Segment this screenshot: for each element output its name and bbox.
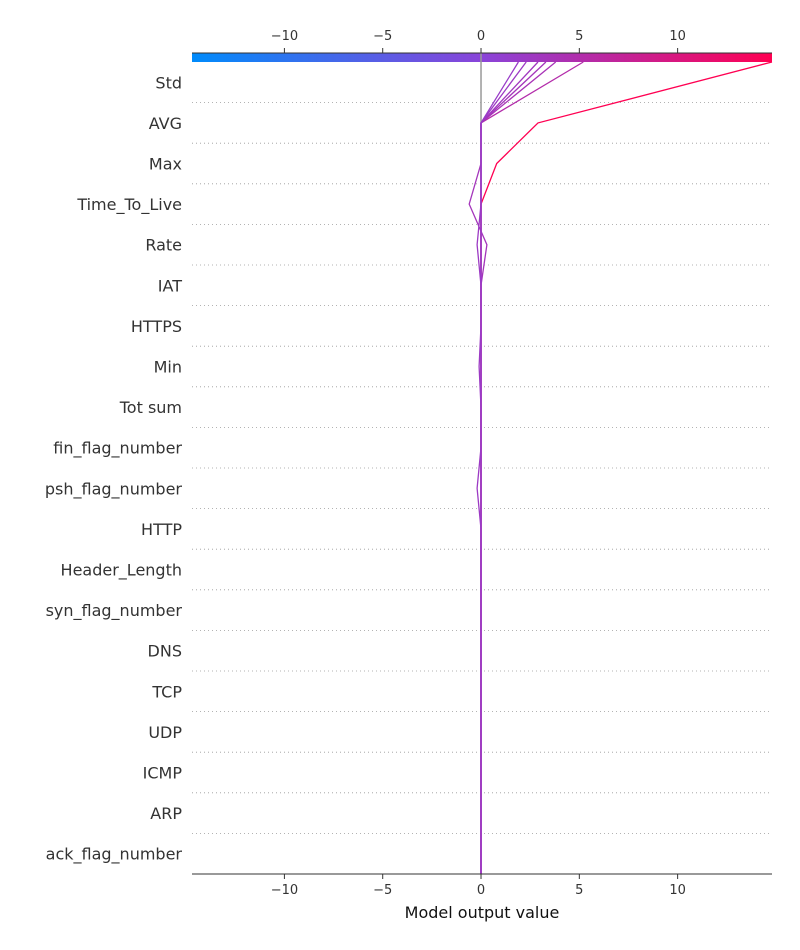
feature-label: Time_To_Live [76,195,182,215]
feature-label: HTTPS [131,317,182,336]
feature-label: ack_flag_number [46,845,183,865]
feature-label: TCP [151,682,182,701]
feature-label: psh_flag_number [45,479,183,499]
decision-line-5 [480,61,539,874]
bottom-tick-label: 10 [669,883,686,898]
feature-label: Max [149,155,182,174]
feature-label: Rate [145,236,182,255]
feature-label: ARP [150,804,182,823]
feature-label: Tot sum [119,398,182,417]
x-axis-title: Model output value [405,903,560,922]
top-tick-label: 10 [669,29,686,44]
colorbar [192,53,772,62]
bottom-tick-label: −5 [373,883,392,898]
feature-label: ICMP [143,764,183,783]
bottom-tick-label: 0 [477,883,485,898]
feature-label: Min [154,358,182,377]
top-tick-label: 5 [575,29,583,44]
feature-labels: Std AVG Max Time_To_Live Rate IAT HTTPS Min Tot … [45,73,183,864]
x-axis: −10 −10 −5 −5 0 0 5 5 10 10 [192,29,772,898]
top-tick-label: −10 [271,29,298,44]
top-tick-label: 0 [477,29,485,44]
decision-lines [468,61,773,874]
bottom-tick-label: −10 [271,883,298,898]
feature-label: fin_flag_number [53,439,182,459]
decision-line-7 [480,61,519,874]
feature-label: IAT [158,276,182,295]
top-tick-label: −5 [373,29,392,44]
feature-label: UDP [148,723,182,742]
feature-label: Std [155,73,182,92]
feature-label: syn_flag_number [46,601,183,621]
feature-label: HTTP [141,520,182,539]
feature-label: AVG [149,114,182,133]
bottom-tick-label: 5 [575,883,583,898]
feature-label: DNS [148,642,182,661]
grid-lines [192,102,772,834]
feature-label: Header_Length [61,561,182,581]
